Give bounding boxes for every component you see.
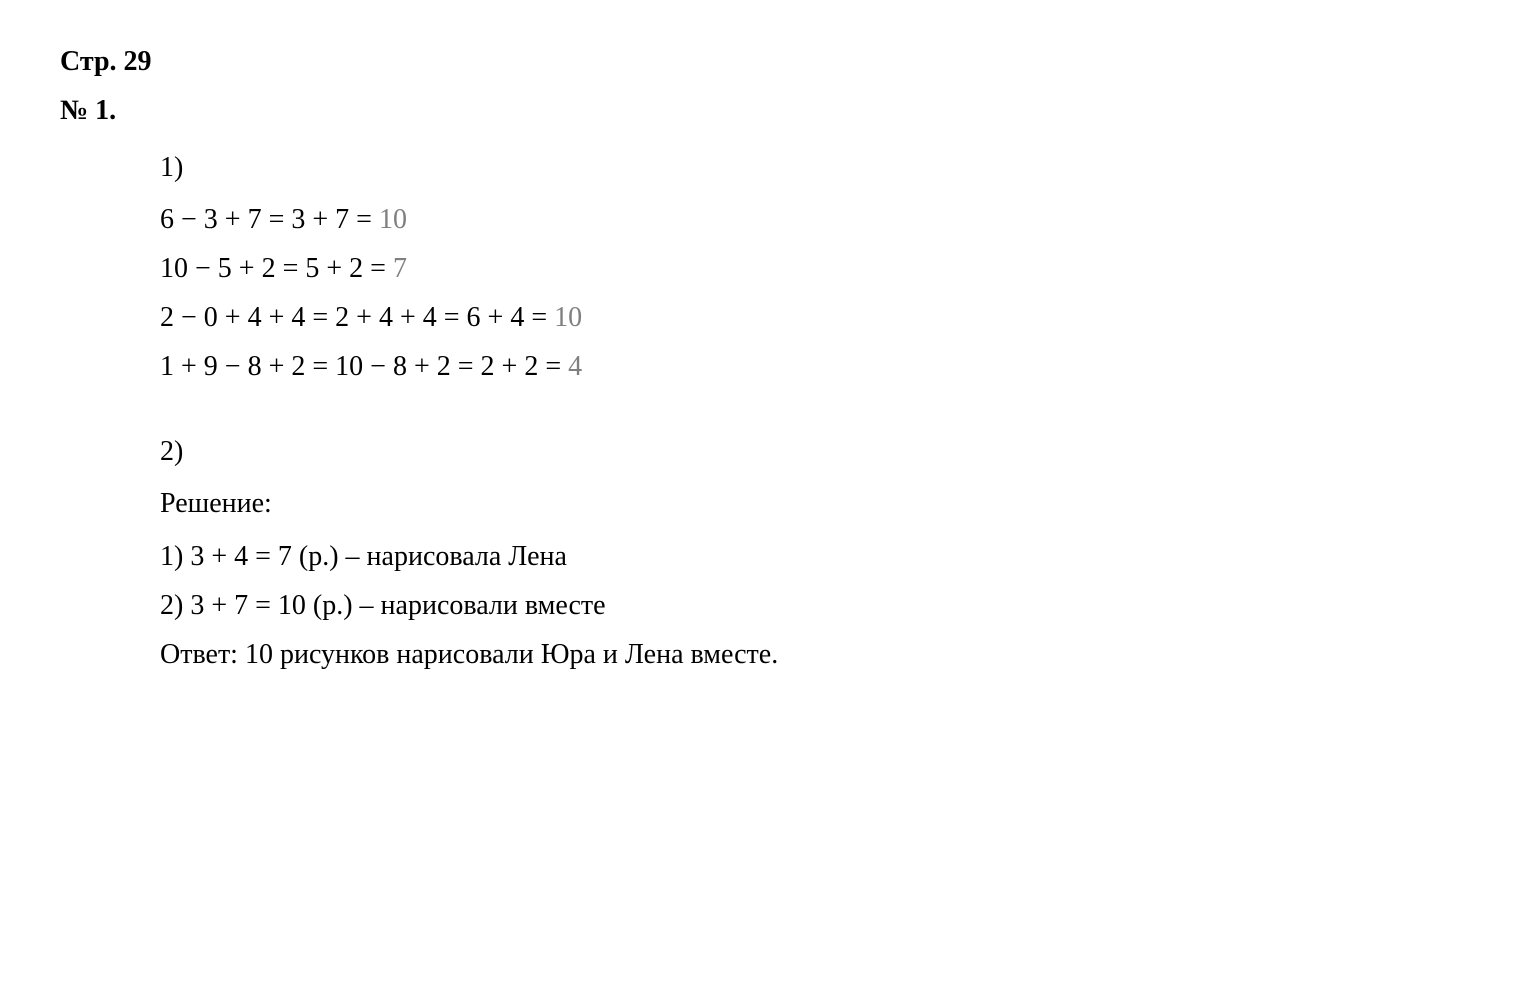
solution-step: 1) 3 + 4 = 7 (р.) – нарисовала Лена xyxy=(160,535,1477,580)
equation-row: 1 + 9 − 8 + 2 = 10 − 8 + 2 = 2 + 2 = 4 xyxy=(160,345,1477,390)
problem-number: № 1. xyxy=(60,89,1477,134)
equation-lhs: 10 − 5 + 2 = 5 + 2 = xyxy=(160,253,393,284)
equation-lhs: 1 + 9 − 8 + 2 = 10 − 8 + 2 = 2 + 2 = xyxy=(160,351,568,382)
equation-answer: 4 xyxy=(568,351,582,382)
page-reference: Стр. 29 xyxy=(60,40,1477,85)
part-2-block: 2) Решение: 1) 3 + 4 = 7 (р.) – нарисова… xyxy=(160,430,1477,678)
equation-answer: 10 xyxy=(379,204,407,235)
part-1-block: 1) 6 − 3 + 7 = 3 + 7 = 10 10 − 5 + 2 = 5… xyxy=(160,146,1477,390)
equation-lhs: 6 − 3 + 7 = 3 + 7 = xyxy=(160,204,379,235)
equation-lhs: 2 − 0 + 4 + 4 = 2 + 4 + 4 = 6 + 4 = xyxy=(160,302,554,333)
part-1-label: 1) xyxy=(160,146,1477,191)
equation-answer: 7 xyxy=(393,253,407,284)
solution-heading: Решение: xyxy=(160,482,1477,527)
equation-row: 2 − 0 + 4 + 4 = 2 + 4 + 4 = 6 + 4 = 10 xyxy=(160,296,1477,341)
equation-row: 6 − 3 + 7 = 3 + 7 = 10 xyxy=(160,198,1477,243)
equation-row: 10 − 5 + 2 = 5 + 2 = 7 xyxy=(160,247,1477,292)
part-2-label: 2) xyxy=(160,430,1477,475)
equation-answer: 10 xyxy=(554,302,582,333)
solution-step: 2) 3 + 7 = 10 (р.) – нарисовали вместе xyxy=(160,584,1477,629)
final-answer: Ответ: 10 рисунков нарисовали Юра и Лена… xyxy=(160,633,1477,678)
